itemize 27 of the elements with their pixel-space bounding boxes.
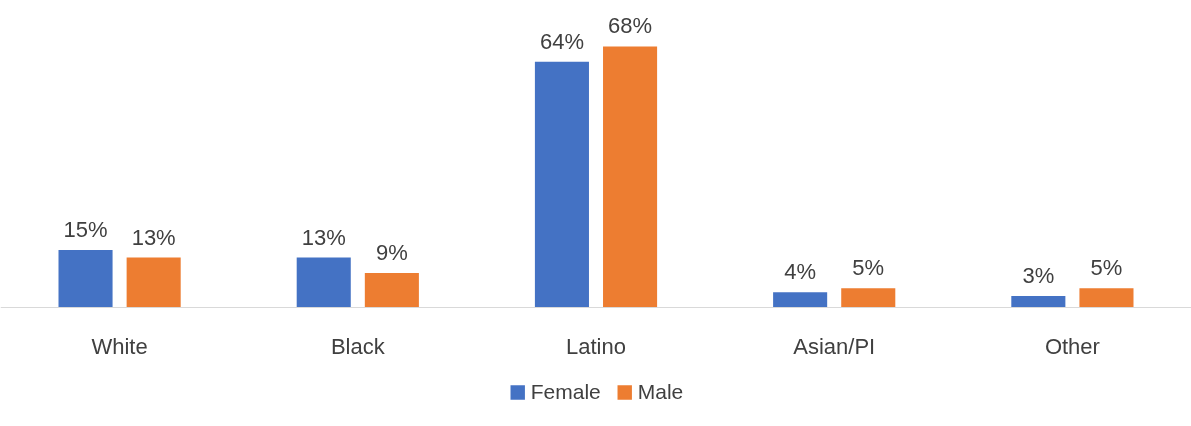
bar [126,257,181,308]
data-label: 5% [1090,255,1123,281]
bar [364,272,419,308]
data-label: 3% [1022,262,1055,288]
x-tick-label: Latino [566,333,626,359]
data-label: 15% [63,216,108,242]
x-tick-label: White [91,333,148,359]
bar [58,249,113,308]
data-label: 68% [608,13,653,39]
bar [841,288,896,308]
legend-label: Male [637,380,684,404]
bar [1079,288,1134,308]
data-label: 64% [539,28,584,54]
data-label: 13% [131,224,176,250]
x-tick-label: Other [1044,333,1100,359]
data-label: 5% [852,255,885,281]
bar [1011,295,1066,308]
legend-label: Female [530,380,601,404]
data-label: 4% [784,259,817,285]
bar [773,292,828,308]
x-tick-label: Asian/PI [793,333,876,359]
bar [603,46,658,308]
data-label: 13% [301,224,346,250]
bar [534,61,589,308]
data-label: 9% [375,239,408,265]
x-tick-label: Black [330,333,386,359]
bar [296,257,351,308]
